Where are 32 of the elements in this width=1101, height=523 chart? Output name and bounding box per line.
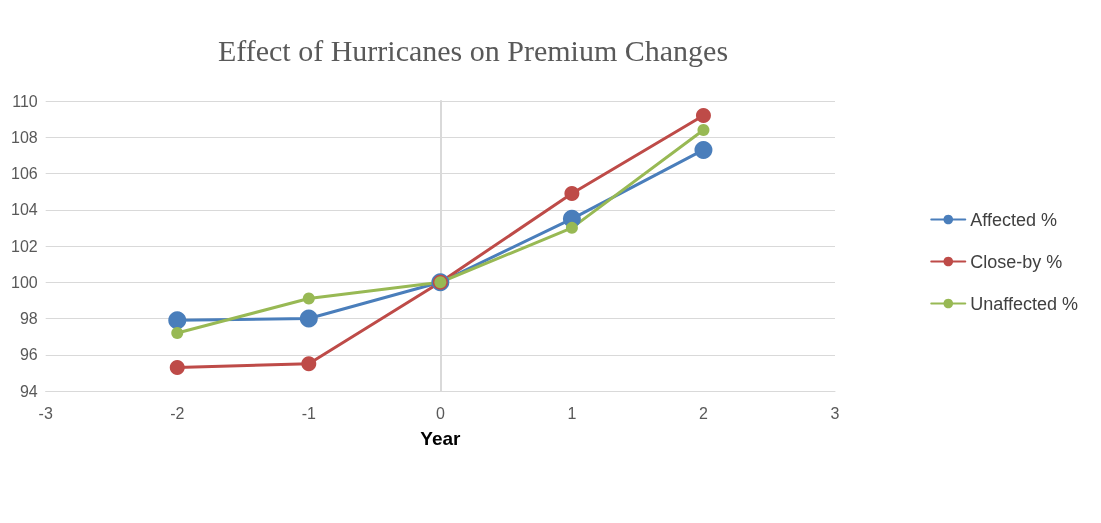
y-tick-label: 104 xyxy=(10,201,38,219)
y-tick-label: 96 xyxy=(19,346,38,364)
point xyxy=(694,140,713,159)
y-tick-label: 110 xyxy=(12,92,38,110)
x-axis-title: Year xyxy=(420,428,462,449)
point xyxy=(171,327,184,339)
point xyxy=(168,311,187,330)
point xyxy=(695,108,711,123)
point xyxy=(697,124,710,136)
point xyxy=(169,359,185,375)
x-tick-label: 1 xyxy=(567,404,577,422)
y-tick-label: 98 xyxy=(19,310,38,327)
y-tick-label: 108 xyxy=(10,128,38,146)
point xyxy=(564,185,580,201)
legend-label: Close-by % xyxy=(970,251,1063,272)
x-tick-label: 0 xyxy=(435,404,445,422)
x-tick-label: -1 xyxy=(301,404,317,422)
chart-title: Effect of Hurricanes on Premium Changes xyxy=(217,33,729,67)
legend-label: Affected % xyxy=(970,209,1057,230)
y-tick-label: 94 xyxy=(19,382,38,400)
x-tick-label: -3 xyxy=(38,404,53,422)
x-tick-label: 3 xyxy=(830,404,840,422)
y-tick-label: 100 xyxy=(10,273,38,291)
point xyxy=(301,356,317,372)
x-tick-label: -2 xyxy=(170,404,185,422)
point xyxy=(302,292,315,305)
legend-label: Unaffected % xyxy=(970,293,1079,314)
x-tick-label: 2 xyxy=(699,404,708,422)
point xyxy=(565,221,578,234)
y-tick-label: 102 xyxy=(10,237,38,255)
y-tick-label: 106 xyxy=(10,165,38,182)
point xyxy=(299,309,318,328)
